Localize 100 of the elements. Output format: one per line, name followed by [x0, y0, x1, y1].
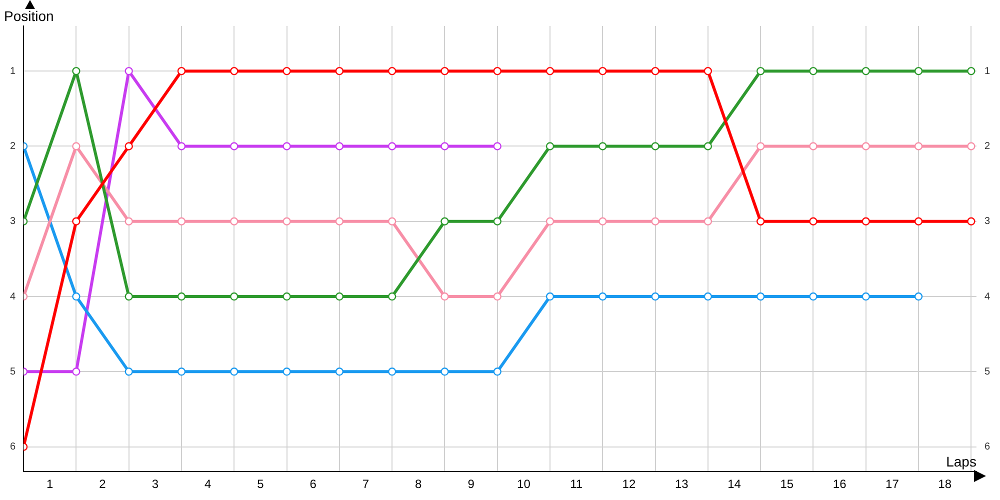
point [282, 217, 291, 226]
point [388, 217, 396, 226]
point [493, 292, 502, 301]
point [546, 66, 554, 76]
point [230, 292, 238, 301]
point [598, 142, 607, 150]
point [388, 142, 396, 150]
point [124, 217, 133, 226]
y2-tick-label: 6 [984, 442, 990, 453]
point [809, 292, 818, 301]
y-tick-label: 6 [10, 442, 16, 453]
point [598, 66, 607, 76]
point [177, 217, 186, 226]
y2-tick-label: 5 [984, 366, 990, 378]
x-axis-title: Laps [946, 453, 976, 470]
point [72, 368, 80, 376]
x-tick-label: 1 [46, 477, 54, 492]
y-tick-label: 3 [10, 216, 16, 228]
point [704, 217, 712, 226]
point [72, 66, 80, 76]
point [914, 142, 923, 150]
point [598, 292, 607, 301]
point [862, 66, 870, 76]
point [282, 368, 291, 376]
point [440, 142, 449, 150]
y-tick-label: 1 [10, 66, 16, 77]
point [335, 368, 344, 376]
point [388, 66, 396, 76]
point [914, 66, 923, 76]
point [177, 142, 186, 150]
point [335, 217, 344, 226]
point [493, 368, 502, 376]
y-axis-title: Position [4, 8, 54, 24]
point [230, 368, 238, 376]
point [124, 66, 133, 76]
point [282, 142, 291, 150]
point [335, 66, 344, 76]
point [704, 292, 712, 301]
point [124, 368, 133, 376]
y2-tick-label: 1 [984, 66, 990, 77]
x-tick-label: 2 [99, 477, 106, 492]
point [546, 142, 554, 150]
point [440, 292, 449, 301]
point [546, 217, 554, 226]
point [756, 292, 765, 301]
x-tick-label: 6 [310, 477, 317, 492]
point [862, 292, 870, 301]
point [967, 142, 976, 150]
point [230, 66, 238, 76]
point [177, 66, 186, 76]
point [756, 142, 765, 150]
x-tick-label: 4 [204, 477, 212, 492]
point [704, 66, 712, 76]
point [72, 292, 80, 301]
point [124, 292, 133, 301]
x-tick-label: 18 [938, 477, 952, 492]
point [493, 217, 502, 226]
point [493, 142, 502, 150]
point [282, 292, 291, 301]
point [967, 217, 976, 226]
y2-tick-label: 4 [984, 291, 990, 302]
x-tick-label: 8 [415, 477, 422, 492]
point [967, 66, 976, 76]
point [388, 292, 396, 301]
y-tick-label: 2 [10, 140, 16, 152]
x-tick-label: 16 [832, 477, 847, 492]
x-tick-label: 15 [780, 477, 794, 492]
y2-tick-label: 3 [984, 216, 990, 228]
point [914, 217, 923, 226]
point [72, 142, 80, 150]
point [704, 142, 712, 150]
x-tick-label: 14 [728, 477, 742, 492]
point [440, 368, 449, 376]
point [493, 66, 502, 76]
y2-tick-label: 2 [984, 140, 990, 152]
x-tick-label: 10 [517, 477, 531, 492]
point [651, 292, 660, 301]
point [177, 368, 186, 376]
x-tick-label: 5 [257, 477, 264, 492]
point [914, 292, 923, 301]
x-tick-label: 11 [570, 477, 583, 492]
x-tick-label: 13 [674, 477, 689, 492]
x-tick-label: 3 [152, 477, 159, 492]
x-tick-label: 17 [886, 477, 900, 492]
point [335, 292, 344, 301]
point [756, 66, 765, 76]
y-tick-label: 5 [10, 366, 16, 378]
point [651, 142, 660, 150]
point [756, 217, 765, 226]
point [862, 142, 870, 150]
point [230, 217, 238, 226]
point [546, 292, 554, 301]
x-tick-label: 7 [362, 477, 370, 492]
x-tick-label: 9 [468, 477, 475, 492]
point [335, 142, 344, 150]
point [651, 66, 660, 76]
point [388, 368, 396, 376]
point [809, 66, 818, 76]
point [651, 217, 660, 226]
point [230, 142, 238, 150]
